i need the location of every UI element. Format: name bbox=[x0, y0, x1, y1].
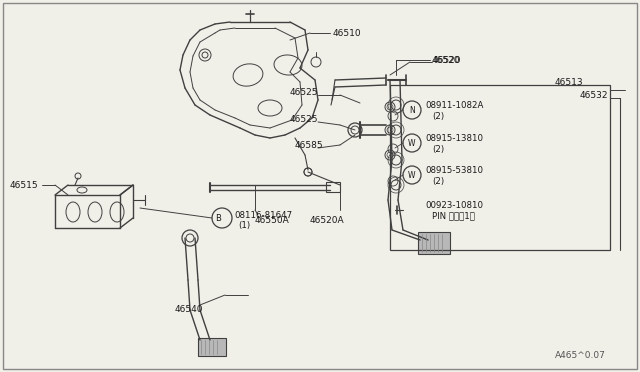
Text: 46585: 46585 bbox=[295, 141, 324, 150]
Text: 46520: 46520 bbox=[432, 55, 461, 64]
Text: 46540: 46540 bbox=[175, 305, 204, 314]
Text: (2): (2) bbox=[432, 112, 444, 121]
Text: 46525: 46525 bbox=[290, 87, 319, 96]
Text: W: W bbox=[408, 138, 416, 148]
Text: 46550A: 46550A bbox=[255, 215, 290, 224]
Text: N: N bbox=[409, 106, 415, 115]
Text: A465^0.07: A465^0.07 bbox=[555, 350, 606, 359]
Text: 46525: 46525 bbox=[290, 115, 319, 124]
Text: 46520A: 46520A bbox=[310, 215, 344, 224]
Text: 46510: 46510 bbox=[333, 29, 362, 38]
Text: 46515: 46515 bbox=[10, 180, 38, 189]
Text: 46532: 46532 bbox=[580, 90, 609, 99]
Bar bbox=[418, 232, 450, 254]
Text: (2): (2) bbox=[432, 176, 444, 186]
Text: 08911-1082A: 08911-1082A bbox=[425, 100, 483, 109]
Text: 08116-81647: 08116-81647 bbox=[234, 211, 292, 219]
Text: 08915-53810: 08915-53810 bbox=[425, 166, 483, 174]
Text: 46520: 46520 bbox=[433, 55, 461, 64]
Bar bbox=[390, 85, 610, 250]
Text: PIN ピン（1）: PIN ピン（1） bbox=[432, 212, 475, 221]
Text: 08915-13810: 08915-13810 bbox=[425, 134, 483, 142]
Text: B: B bbox=[215, 214, 221, 222]
Bar bbox=[326, 182, 340, 192]
Text: (1): (1) bbox=[238, 221, 250, 230]
Text: (2): (2) bbox=[432, 144, 444, 154]
Bar bbox=[198, 338, 226, 356]
Text: W: W bbox=[408, 170, 416, 180]
Text: 00923-10810: 00923-10810 bbox=[425, 201, 483, 209]
Text: 46513: 46513 bbox=[555, 77, 584, 87]
